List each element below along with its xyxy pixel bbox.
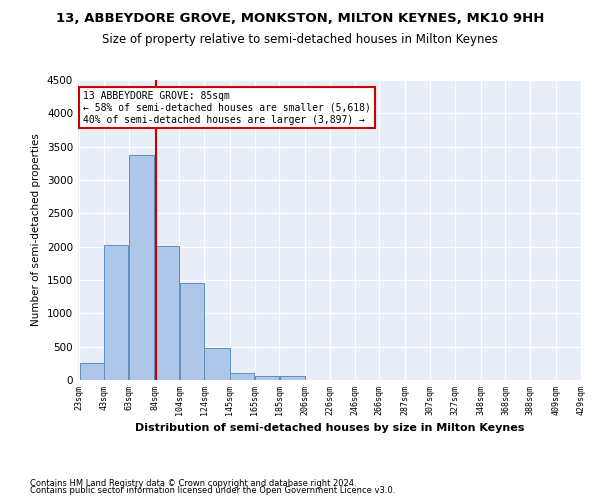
Bar — [280, 376, 305, 380]
Text: Contains public sector information licensed under the Open Government Licence v3: Contains public sector information licen… — [30, 486, 395, 495]
Y-axis label: Number of semi-detached properties: Number of semi-detached properties — [31, 134, 41, 326]
Bar — [129, 156, 154, 380]
Text: Contains HM Land Registry data © Crown copyright and database right 2024.: Contains HM Land Registry data © Crown c… — [30, 478, 356, 488]
Bar — [155, 246, 179, 380]
Text: 13 ABBEYDORE GROVE: 85sqm
← 58% of semi-detached houses are smaller (5,618)
40% : 13 ABBEYDORE GROVE: 85sqm ← 58% of semi-… — [83, 92, 371, 124]
Text: Size of property relative to semi-detached houses in Milton Keynes: Size of property relative to semi-detach… — [102, 32, 498, 46]
Text: 13, ABBEYDORE GROVE, MONKSTON, MILTON KEYNES, MK10 9HH: 13, ABBEYDORE GROVE, MONKSTON, MILTON KE… — [56, 12, 544, 26]
Bar — [179, 282, 203, 380]
Bar — [255, 376, 279, 380]
Bar — [230, 373, 254, 380]
Bar — [205, 348, 230, 380]
X-axis label: Distribution of semi-detached houses by size in Milton Keynes: Distribution of semi-detached houses by … — [136, 423, 524, 433]
Bar — [80, 364, 104, 380]
Bar — [104, 244, 128, 380]
